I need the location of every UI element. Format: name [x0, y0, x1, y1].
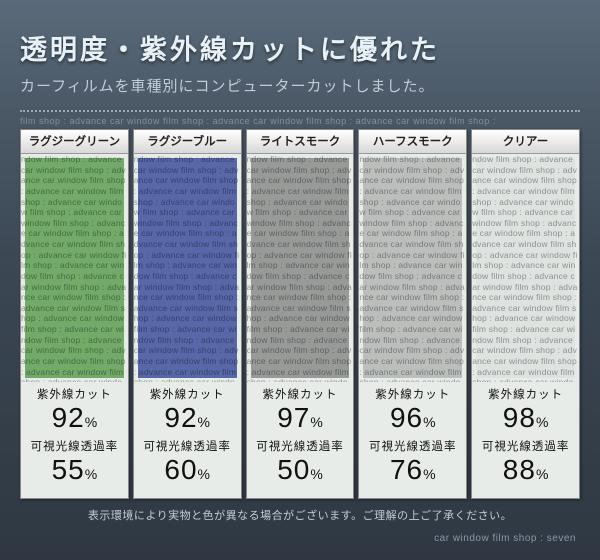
product-card: ライトスモークndow film shop : advance car wind… — [246, 129, 355, 499]
product-specs: 紫外線カット92% 可視光線透過率60% — [134, 382, 241, 498]
vlt-label: 可視光線透過率 — [249, 438, 352, 454]
disclaimer-text: 表示環境により実物と色が異なる場合がございます。ご理解の上ご了承ください。 — [20, 507, 580, 523]
uv-cut-value: 98% — [474, 403, 577, 434]
product-specs: 紫外線カット97% 可視光線透過率50% — [247, 382, 354, 498]
uv-cut-value: 92% — [136, 403, 239, 434]
product-card: ハーフスモークndow film shop : advance car wind… — [358, 129, 467, 499]
uv-cut-value: 92% — [23, 403, 126, 434]
product-card: ラグジーグリーンndow film shop : advance car win… — [20, 129, 129, 499]
product-name: ハーフスモーク — [359, 130, 466, 154]
vlt-label: 可視光線透過率 — [361, 438, 464, 454]
vlt-label: 可視光線透過率 — [474, 438, 577, 454]
vlt-label: 可視光線透過率 — [23, 438, 126, 454]
color-swatch: ndow film shop : advance car window film… — [472, 154, 579, 382]
vlt-value: 50% — [249, 455, 352, 486]
color-swatch: ndow film shop : advance car window film… — [247, 154, 354, 382]
uv-cut-label: 紫外線カット — [361, 386, 464, 402]
product-name: ライトスモーク — [247, 130, 354, 154]
product-specs: 紫外線カット98% 可視光線透過率88% — [472, 382, 579, 498]
vlt-value: 55% — [23, 455, 126, 486]
divider — [20, 110, 580, 112]
product-name: ラグジーブルー — [134, 130, 241, 154]
main-title: 透明度・紫外線カットに優れた — [20, 28, 580, 67]
vlt-value: 76% — [361, 455, 464, 486]
product-name: ラグジーグリーン — [21, 130, 128, 154]
uv-cut-value: 97% — [249, 403, 352, 434]
color-swatch: ndow film shop : advance car window film… — [134, 154, 241, 382]
product-specs: 紫外線カット96% 可視光線透過率76% — [359, 382, 466, 498]
product-name: クリアー — [472, 130, 579, 154]
uv-cut-label: 紫外線カット — [474, 386, 577, 402]
swatch-color-overlay — [251, 158, 350, 378]
product-row: ラグジーグリーンndow film shop : advance car win… — [20, 129, 580, 499]
color-swatch: ndow film shop : advance car window film… — [21, 154, 128, 382]
swatch-color-overlay — [476, 158, 575, 378]
uv-cut-label: 紫外線カット — [136, 386, 239, 402]
product-specs: 紫外線カット92% 可視光線透過率55% — [21, 382, 128, 498]
uv-cut-label: 紫外線カット — [23, 386, 126, 402]
color-swatch: ndow film shop : advance car window film… — [359, 154, 466, 382]
swatch-color-overlay — [138, 158, 237, 378]
subtitle: カーフィルムを車種別にコンピューターカットしました。 — [20, 75, 580, 96]
uv-cut-label: 紫外線カット — [249, 386, 352, 402]
uv-cut-value: 96% — [361, 403, 464, 434]
footer-text: car window film shop : seven — [20, 533, 580, 544]
vlt-value: 60% — [136, 455, 239, 486]
swatch-color-overlay — [363, 158, 462, 378]
product-card: ラグジーブルーndow film shop : advance car wind… — [133, 129, 242, 499]
vlt-label: 可視光線透過率 — [136, 438, 239, 454]
product-card: クリアーndow film shop : advance car window … — [471, 129, 580, 499]
vlt-value: 88% — [474, 455, 577, 486]
swatch-color-overlay — [25, 158, 124, 378]
watermark-strip: film shop : advance car window film shop… — [20, 116, 580, 127]
